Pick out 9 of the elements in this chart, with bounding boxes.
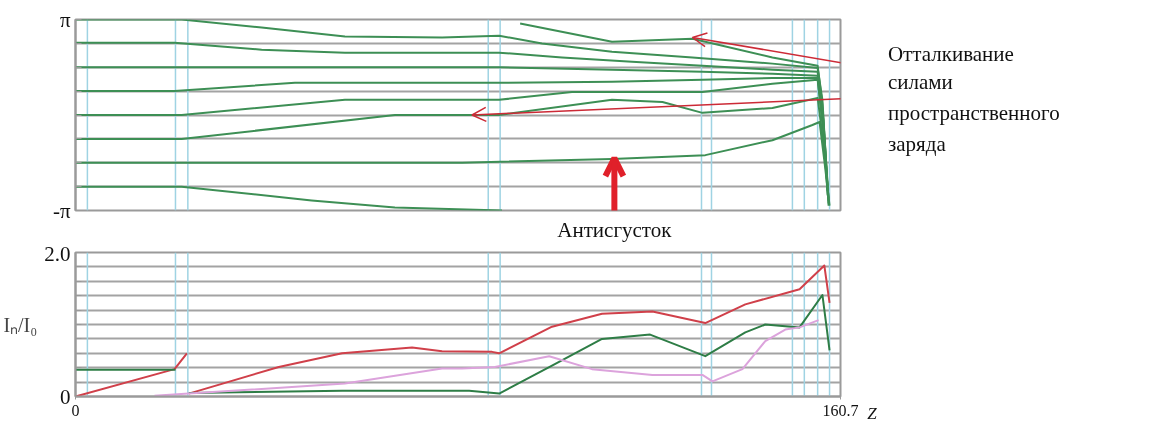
x-tick-label: 160.7 [822, 401, 859, 419]
y-tick-label: -π [52, 198, 71, 223]
annotation: Антисгусток [557, 218, 673, 243]
annotation: Отталкивание [887, 42, 1014, 67]
x-axis-title: Z [867, 403, 878, 423]
annotation: силами пространственного заряда [887, 69, 1060, 157]
y-tick-label: π [59, 7, 71, 32]
y-tick-label: 2.0 [44, 241, 71, 266]
y-axis-title: Iₙ/I₀ [3, 313, 38, 336]
